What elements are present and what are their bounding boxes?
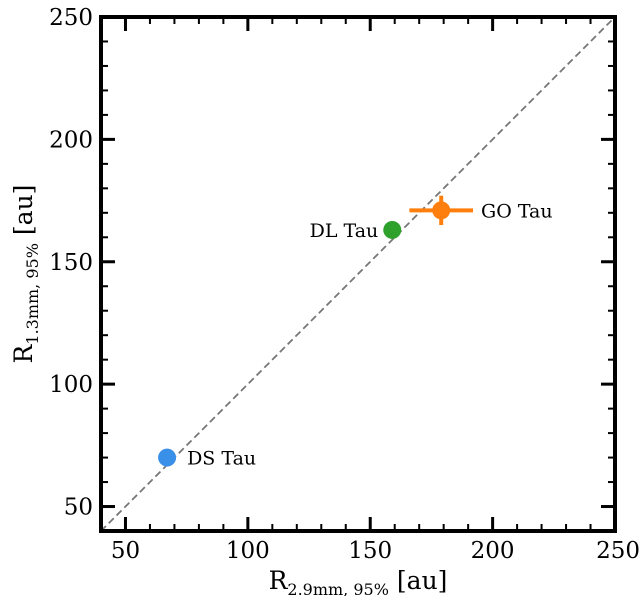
y-tick-label: 200	[49, 127, 93, 153]
y-tick-label: 50	[64, 495, 93, 521]
point-label: DS Tau	[187, 448, 256, 470]
data-point	[432, 201, 451, 220]
x-tick-label: 50	[111, 538, 140, 564]
x-axis-label-unit: [au]	[397, 566, 448, 595]
y-tick-label: 100	[49, 372, 93, 398]
point-label: GO Tau	[481, 200, 553, 222]
x-tick-label: 100	[226, 538, 270, 564]
y-axis-label: R1.3mm, 95% [au]	[9, 185, 42, 364]
x-axis-label-main: R	[269, 566, 289, 595]
data-point	[383, 220, 402, 239]
x-tick-label: 250	[596, 538, 640, 564]
plot-frame	[99, 15, 617, 533]
x-axis-label: R2.9mm, 95% [au]	[269, 566, 448, 596]
plot-area: 50 100 150 200 250 50 100 150 200 250 DS Tau DL Tau…	[49, 5, 640, 564]
x-tick-label: 150	[348, 538, 392, 564]
y-axis-label-unit: [au]	[9, 185, 38, 236]
y-axis-label-sub: 1.3mm, 95%	[23, 243, 42, 345]
one-to-one-line	[100, 16, 616, 532]
data-point	[158, 448, 177, 467]
y-tick-label: 150	[49, 250, 93, 276]
y-axis-label-main: R	[9, 343, 38, 363]
y-tick-label: 250	[49, 5, 93, 31]
x-axis-label-sub: 2.9mm, 95%	[287, 580, 389, 596]
x-tick-label: 200	[471, 538, 515, 564]
point-label: DL Tau	[310, 220, 379, 242]
